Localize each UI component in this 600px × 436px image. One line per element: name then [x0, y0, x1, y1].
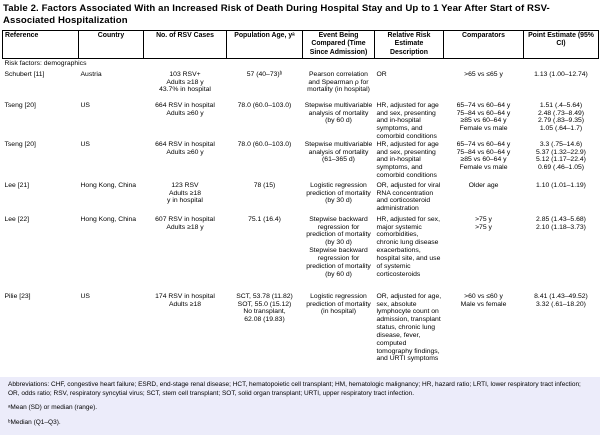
- cell-country: US: [80, 292, 90, 300]
- cell-comparators: >75 y >75 y: [475, 215, 492, 231]
- cell-event: Stepwise multivariable analysis of morta…: [304, 140, 373, 164]
- cell-event: Pearson correlation and Spearman ρ for m…: [307, 70, 370, 94]
- cell-country: Hong Kong, China: [80, 215, 137, 223]
- cell-event: Logistic regression prediction of mortal…: [306, 181, 371, 205]
- table-row: Tseng [20] US 664 RSV in hospital Adults…: [3, 141, 599, 182]
- cell-points: 2.85 (1.43–5.68) 2.10 (1.18–3.73): [536, 215, 586, 231]
- cell-country: US: [80, 101, 90, 109]
- cell-country: Austria: [80, 70, 102, 78]
- cell-age: 78.0 (60.0–103.0): [237, 140, 292, 148]
- cell-age: 78 (15): [253, 181, 276, 189]
- abbreviations-note: Abbreviations: CHF, congestive heart fai…: [8, 380, 581, 397]
- header-reference: Reference: [2, 29, 79, 59]
- cell-age: 57 (40–73)ᵇ: [246, 70, 283, 78]
- table-header: Reference Country No. of RSV Cases Popul…: [2, 29, 599, 59]
- cell-reference: Schubert [11]: [4, 70, 45, 78]
- cell-reference: Lee [21]: [4, 181, 30, 189]
- cell-reference: Lee [22]: [4, 215, 30, 223]
- cell-cases: 103 RSV+ Adults ≥18 y 43.7% in hospital: [159, 70, 211, 94]
- header-risk-description: Relative Risk Estimate Description: [374, 29, 444, 59]
- table-title: Table 2. Factors Associated With an Incr…: [3, 3, 550, 27]
- cell-country: Hong Kong, China: [80, 181, 137, 189]
- cell-comparators: >60 vs ≤60 y Male vs female: [460, 292, 507, 308]
- table-body: Risk factors: demographics Schubert [11]…: [3, 58, 599, 375]
- cell-risk-description: OR, adjusted for viral RNA concentration…: [376, 181, 441, 213]
- table-row: Tseng [20] US 664 RSV in hospital Adults…: [3, 102, 599, 141]
- header-country: Country: [78, 29, 144, 59]
- cell-cases: 607 RSV in hospital Adults ≥18 y: [155, 215, 215, 231]
- cell-event: Stepwise multivariable analysis of morta…: [304, 101, 373, 125]
- footnote-b: ᵇMedian (Q1–Q3).: [8, 419, 61, 427]
- cell-event: Logistic regression prediction of mortal…: [306, 292, 371, 316]
- cell-risk-description: HR, adjusted for sex, major systemic com…: [376, 215, 441, 278]
- table-row: Schubert [11] Austria 103 RSV+ Adults ≥1…: [3, 69, 599, 102]
- cell-reference: Tseng [20]: [4, 140, 36, 148]
- footnote-a: ᵃMean (SD) or median (range).: [8, 404, 98, 412]
- cell-age: 78.0 (60.0–103.0): [237, 101, 292, 109]
- table-row: Lee [21] Hong Kong, China 123 RSV Adults…: [3, 182, 599, 216]
- cell-comparators: 65–74 vs 60–64 y 75–84 vs 60–64 y ≥85 vs…: [456, 101, 511, 133]
- cell-age: SCT, 53.78 (11.82) SOT, 55.0 (15.12) No …: [236, 292, 293, 324]
- cell-points: 1.10 (1.01–1.19): [536, 181, 586, 189]
- cell-risk-description: OR: [376, 70, 387, 78]
- cell-points: 1.13 (1.00–12.74): [534, 70, 588, 78]
- risk-factors-table: Reference Country No. of RSV Cases Popul…: [2, 29, 599, 375]
- table-row: Pilie [23] US 174 RSV in hospital Adults…: [3, 293, 599, 375]
- cell-age: 75.1 (16.4): [248, 215, 281, 223]
- header-point-estimate: Point Estimate (95% CI): [523, 29, 599, 59]
- cell-risk-description: HR, adjusted for age and sex, presenting…: [376, 140, 439, 180]
- cell-cases: 664 RSV in hospital Adults ≥60 y: [155, 101, 215, 117]
- table-row: Lee [22] Hong Kong, China 607 RSV in hos…: [3, 216, 599, 293]
- cell-reference: Tseng [20]: [4, 101, 36, 109]
- header-comparators: Comparators: [443, 29, 524, 59]
- cell-comparators: 65–74 vs 60–64 y 75–84 vs 60–64 y ≥85 vs…: [456, 140, 511, 172]
- cell-points: 1.51 (.4–5.64) 2.48 (.73–8.49) 2.79 (.83…: [537, 101, 585, 133]
- cell-cases: 174 RSV in hospital Adults ≥18: [155, 292, 215, 308]
- cell-country: US: [80, 140, 90, 148]
- cell-cases: 123 RSV Adults ≥18 y in hospital: [167, 181, 203, 205]
- footnotes-block: Abbreviations: CHF, congestive heart fai…: [0, 376, 600, 435]
- cell-event: Stepwise backward regression for predict…: [306, 215, 371, 278]
- cell-reference: Pilie [23]: [4, 292, 31, 300]
- section-row: Risk factors: demographics: [3, 58, 599, 69]
- section-label: Risk factors: demographics: [4, 59, 87, 67]
- cell-risk-description: HR, adjusted for age and sex, presenting…: [376, 101, 439, 141]
- cell-risk-description: OR, adjusted for age, sex, absolute lymp…: [376, 292, 442, 363]
- header-row: Reference Country No. of RSV Cases Popul…: [2, 29, 599, 59]
- cell-points: 3.3 (.75–14.6) 5.37 (1.32–22.9) 5.12 (1.…: [536, 140, 586, 172]
- header-age: Population Age, yᵃ: [226, 29, 303, 59]
- cell-cases: 664 RSV in hospital Adults ≥60 y: [155, 140, 215, 156]
- cell-comparators: Older age: [468, 181, 499, 189]
- cell-comparators: >65 vs ≤65 y: [464, 70, 503, 78]
- header-event: Event Being Compared (Time Since Admissi…: [302, 29, 375, 59]
- header-cases: No. of RSV Cases: [143, 29, 227, 59]
- cell-points: 8.41 (1.43–49.52) 3.32 (.61–18.20): [534, 292, 588, 308]
